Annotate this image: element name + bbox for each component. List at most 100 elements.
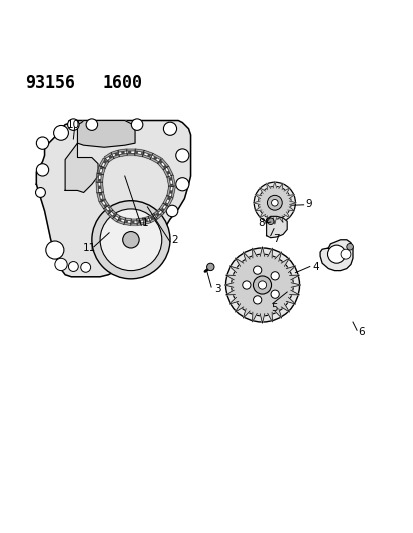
Polygon shape <box>224 282 233 287</box>
Polygon shape <box>260 247 264 256</box>
Polygon shape <box>287 195 294 199</box>
Polygon shape <box>77 120 135 147</box>
Polygon shape <box>235 258 243 266</box>
Polygon shape <box>104 153 114 163</box>
Polygon shape <box>124 218 131 225</box>
Polygon shape <box>259 188 265 193</box>
Polygon shape <box>260 314 264 323</box>
Polygon shape <box>96 174 103 182</box>
Polygon shape <box>273 181 276 188</box>
Circle shape <box>258 281 266 289</box>
Circle shape <box>258 187 291 219</box>
Polygon shape <box>112 214 120 222</box>
Polygon shape <box>225 275 235 280</box>
Circle shape <box>267 218 273 224</box>
Polygon shape <box>319 240 352 271</box>
Polygon shape <box>253 201 259 205</box>
Circle shape <box>267 196 282 210</box>
Polygon shape <box>65 143 98 192</box>
Polygon shape <box>285 266 295 272</box>
Polygon shape <box>163 166 173 177</box>
Polygon shape <box>274 252 281 261</box>
Polygon shape <box>96 182 103 193</box>
Circle shape <box>92 201 170 279</box>
Text: 11: 11 <box>83 243 96 253</box>
Polygon shape <box>163 195 173 206</box>
Circle shape <box>231 254 293 316</box>
Circle shape <box>271 272 279 280</box>
Circle shape <box>253 276 271 294</box>
Polygon shape <box>283 212 289 218</box>
Polygon shape <box>243 309 249 318</box>
Polygon shape <box>225 290 235 295</box>
Circle shape <box>206 263 214 271</box>
Polygon shape <box>287 207 294 211</box>
Text: 3: 3 <box>214 284 220 294</box>
Circle shape <box>176 149 188 162</box>
Polygon shape <box>274 309 281 318</box>
Circle shape <box>254 182 295 223</box>
Polygon shape <box>166 175 175 187</box>
Text: 9: 9 <box>305 199 311 209</box>
Polygon shape <box>266 216 287 238</box>
Circle shape <box>271 199 278 206</box>
Polygon shape <box>266 183 270 190</box>
Polygon shape <box>159 203 168 213</box>
Circle shape <box>163 122 176 135</box>
Circle shape <box>176 177 188 191</box>
Polygon shape <box>97 192 105 201</box>
Circle shape <box>131 119 142 131</box>
Polygon shape <box>290 282 300 287</box>
Polygon shape <box>235 304 243 312</box>
Polygon shape <box>266 216 270 222</box>
Polygon shape <box>285 297 295 304</box>
Polygon shape <box>142 216 150 224</box>
Circle shape <box>346 244 353 250</box>
Polygon shape <box>278 183 282 190</box>
Polygon shape <box>103 205 113 214</box>
Polygon shape <box>153 208 164 219</box>
Polygon shape <box>108 210 116 219</box>
Circle shape <box>36 137 49 149</box>
Polygon shape <box>243 252 249 261</box>
Text: 7: 7 <box>272 234 279 244</box>
Polygon shape <box>136 218 143 225</box>
Polygon shape <box>289 275 299 280</box>
Polygon shape <box>118 149 127 157</box>
Polygon shape <box>36 120 190 277</box>
Circle shape <box>100 209 161 271</box>
Circle shape <box>36 188 45 197</box>
Circle shape <box>253 296 261 304</box>
Polygon shape <box>252 248 256 258</box>
Polygon shape <box>117 216 126 224</box>
Text: 10: 10 <box>66 119 80 130</box>
Circle shape <box>225 248 299 322</box>
Polygon shape <box>229 266 238 272</box>
Polygon shape <box>150 154 161 164</box>
Polygon shape <box>283 188 289 193</box>
Circle shape <box>36 164 49 176</box>
Polygon shape <box>131 219 137 225</box>
Circle shape <box>55 259 67 271</box>
Circle shape <box>67 119 79 131</box>
Polygon shape <box>97 166 105 175</box>
Text: 1600: 1600 <box>102 74 142 92</box>
Polygon shape <box>134 149 143 157</box>
Polygon shape <box>280 304 289 312</box>
Text: 6: 6 <box>357 327 363 337</box>
Circle shape <box>166 205 177 217</box>
Polygon shape <box>147 213 157 222</box>
Circle shape <box>253 266 261 274</box>
Circle shape <box>46 241 64 259</box>
Circle shape <box>242 281 250 289</box>
Polygon shape <box>166 185 175 197</box>
Text: 1: 1 <box>142 219 148 228</box>
Polygon shape <box>289 201 296 205</box>
Polygon shape <box>273 217 276 224</box>
Polygon shape <box>259 212 265 218</box>
Polygon shape <box>254 195 261 199</box>
Polygon shape <box>99 158 109 168</box>
Polygon shape <box>280 258 289 266</box>
Polygon shape <box>278 216 282 222</box>
Polygon shape <box>126 149 135 156</box>
